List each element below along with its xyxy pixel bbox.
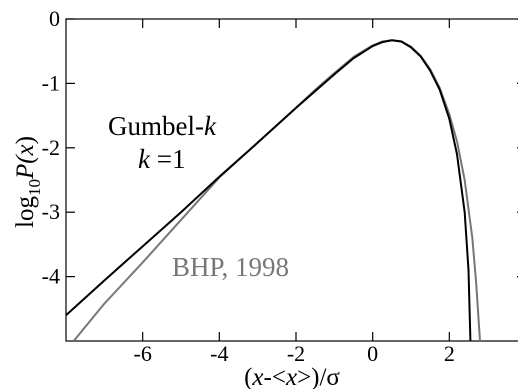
x-tick-label: -4 xyxy=(210,341,228,366)
gumbel-annotation-line1: Gumbel-k xyxy=(108,111,217,141)
gumbel-annotation-line2: k =1 xyxy=(138,144,185,174)
x-axis-title: (x-<x>)/σ xyxy=(244,364,340,389)
bhp-series-line xyxy=(72,39,481,341)
x-tick-label: -2 xyxy=(287,341,305,366)
bhp-annotation: BHP, 1998 xyxy=(172,252,289,282)
y-axis-title: log10P(x) xyxy=(12,136,44,228)
series-layer xyxy=(66,39,481,341)
y-tick-label: 0 xyxy=(49,6,60,31)
plot-frame xyxy=(65,18,518,342)
y-tick-label: -2 xyxy=(42,135,60,160)
x-tick-label: 2 xyxy=(444,341,455,366)
y-axis-ticks: 0 -1 -2 -3 -4 xyxy=(42,6,518,289)
plot-area: -6-4-2024 0-1-2-3-4 xyxy=(42,6,518,366)
x-tick-label: 0 xyxy=(367,341,378,366)
y-tick-label: -1 xyxy=(42,70,60,95)
x-tick-label: -6 xyxy=(134,341,152,366)
y-tick-label: -3 xyxy=(42,199,60,224)
gumbel-series-line xyxy=(66,39,472,341)
y-tick-label: -4 xyxy=(42,264,60,289)
x-axis-ticks: -6-4-2024 xyxy=(134,19,455,366)
